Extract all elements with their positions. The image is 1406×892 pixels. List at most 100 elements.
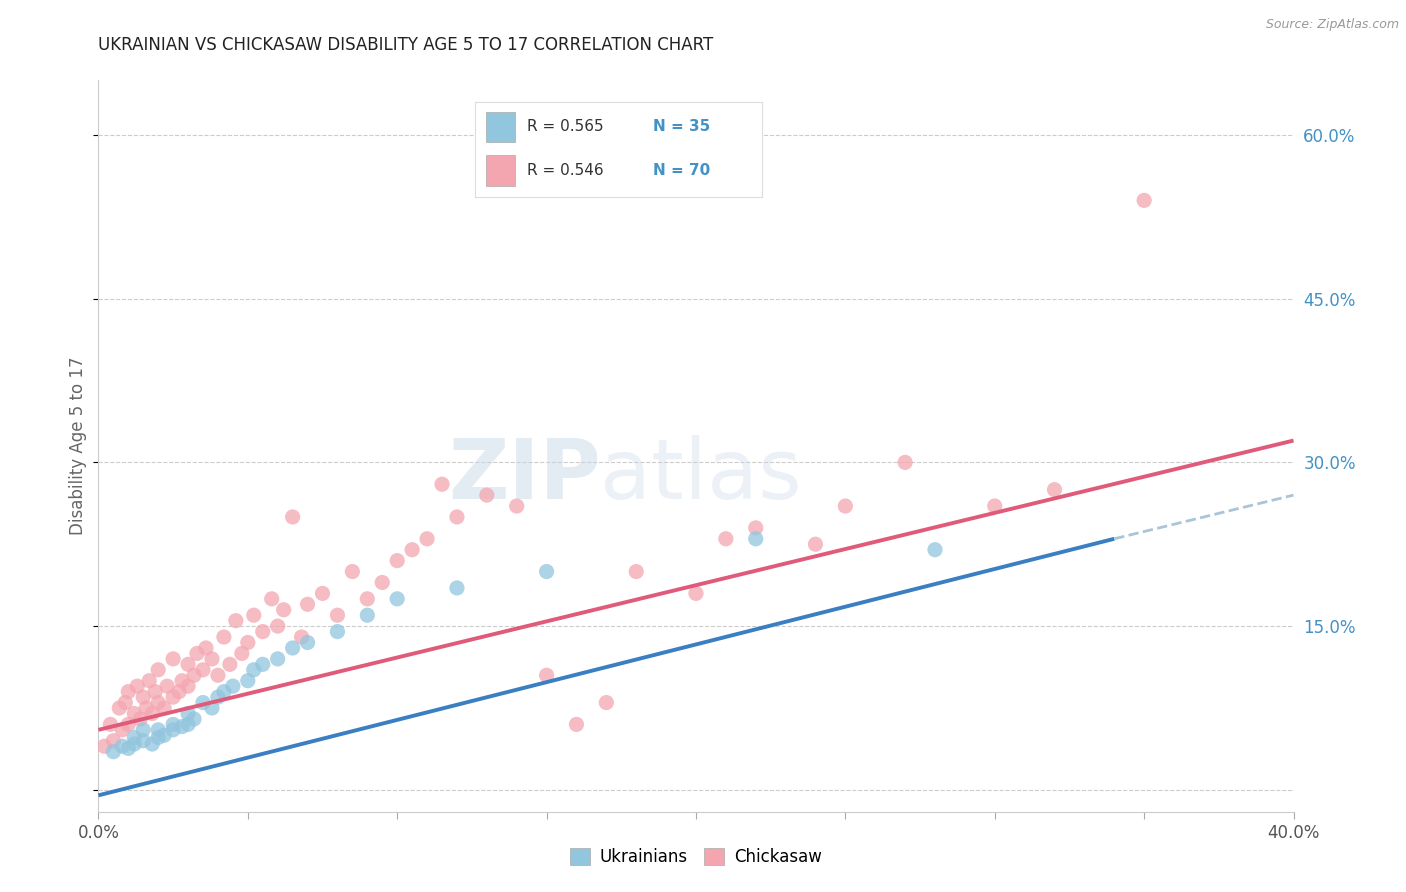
Point	[201, 652, 224, 666]
Point	[195, 640, 218, 655]
Point	[207, 690, 229, 704]
Point	[167, 684, 190, 698]
Point	[252, 624, 274, 639]
Point	[446, 581, 468, 595]
Point	[804, 537, 827, 551]
Point	[162, 652, 184, 666]
Point	[148, 696, 170, 710]
Point	[103, 733, 125, 747]
Point	[475, 488, 498, 502]
Point	[141, 706, 163, 721]
Point	[356, 608, 378, 623]
Point	[117, 717, 139, 731]
Point	[127, 679, 149, 693]
Point	[153, 701, 176, 715]
Point	[177, 679, 200, 693]
Point	[141, 737, 163, 751]
Point	[93, 739, 115, 754]
Point	[267, 619, 290, 633]
Point	[111, 723, 134, 737]
Point	[260, 591, 283, 606]
Point	[191, 696, 214, 710]
Point	[225, 614, 247, 628]
Point	[156, 679, 179, 693]
Point	[291, 630, 314, 644]
Y-axis label: Disability Age 5 to 17: Disability Age 5 to 17	[69, 357, 87, 535]
Point	[117, 741, 139, 756]
Point	[984, 499, 1007, 513]
Point	[252, 657, 274, 672]
Point	[894, 455, 917, 469]
Point	[124, 706, 146, 721]
Point	[385, 591, 409, 606]
Point	[103, 745, 125, 759]
Point	[595, 696, 617, 710]
Point	[201, 701, 224, 715]
Point	[135, 701, 157, 715]
Point	[148, 731, 170, 745]
Point	[506, 499, 529, 513]
Point	[1133, 194, 1156, 208]
Point	[177, 717, 200, 731]
Point	[172, 673, 194, 688]
Text: ZIP: ZIP	[449, 434, 600, 516]
Point	[177, 706, 200, 721]
Point	[356, 591, 378, 606]
Point	[311, 586, 333, 600]
Point	[297, 635, 319, 649]
Point	[243, 663, 266, 677]
Point	[177, 657, 200, 672]
Point	[267, 652, 290, 666]
Point	[281, 510, 304, 524]
Point	[100, 717, 122, 731]
Point	[714, 532, 737, 546]
Point	[745, 521, 768, 535]
Point	[371, 575, 394, 590]
Point	[685, 586, 707, 600]
Point	[183, 668, 205, 682]
Point	[148, 663, 170, 677]
Point	[143, 684, 166, 698]
Point	[108, 701, 131, 715]
Point	[191, 663, 214, 677]
Point	[162, 690, 184, 704]
Point	[129, 712, 152, 726]
Point	[132, 690, 155, 704]
Point	[111, 739, 134, 754]
Point	[153, 728, 176, 742]
Point	[207, 668, 229, 682]
Point	[536, 565, 558, 579]
Point	[162, 723, 184, 737]
Point	[326, 608, 349, 623]
Point	[231, 647, 253, 661]
Text: UKRAINIAN VS CHICKASAW DISABILITY AGE 5 TO 17 CORRELATION CHART: UKRAINIAN VS CHICKASAW DISABILITY AGE 5 …	[98, 36, 714, 54]
Point	[222, 679, 245, 693]
Point	[212, 684, 235, 698]
Point	[172, 720, 194, 734]
Point	[385, 554, 409, 568]
Point	[162, 717, 184, 731]
Point	[281, 640, 304, 655]
Point	[342, 565, 364, 579]
Point	[114, 696, 136, 710]
Point	[236, 673, 259, 688]
Point	[401, 542, 423, 557]
Point	[124, 737, 146, 751]
Point	[416, 532, 439, 546]
Point	[626, 565, 648, 579]
Point	[273, 603, 295, 617]
Point	[536, 668, 558, 682]
Point	[183, 712, 205, 726]
Point	[446, 510, 468, 524]
Point	[565, 717, 588, 731]
Point	[1043, 483, 1066, 497]
Point	[219, 657, 242, 672]
Text: Source: ZipAtlas.com: Source: ZipAtlas.com	[1265, 18, 1399, 31]
Point	[148, 723, 170, 737]
Point	[124, 731, 146, 745]
Point	[132, 723, 155, 737]
Point	[212, 630, 235, 644]
Point	[745, 532, 768, 546]
Point	[117, 684, 139, 698]
Point	[326, 624, 349, 639]
